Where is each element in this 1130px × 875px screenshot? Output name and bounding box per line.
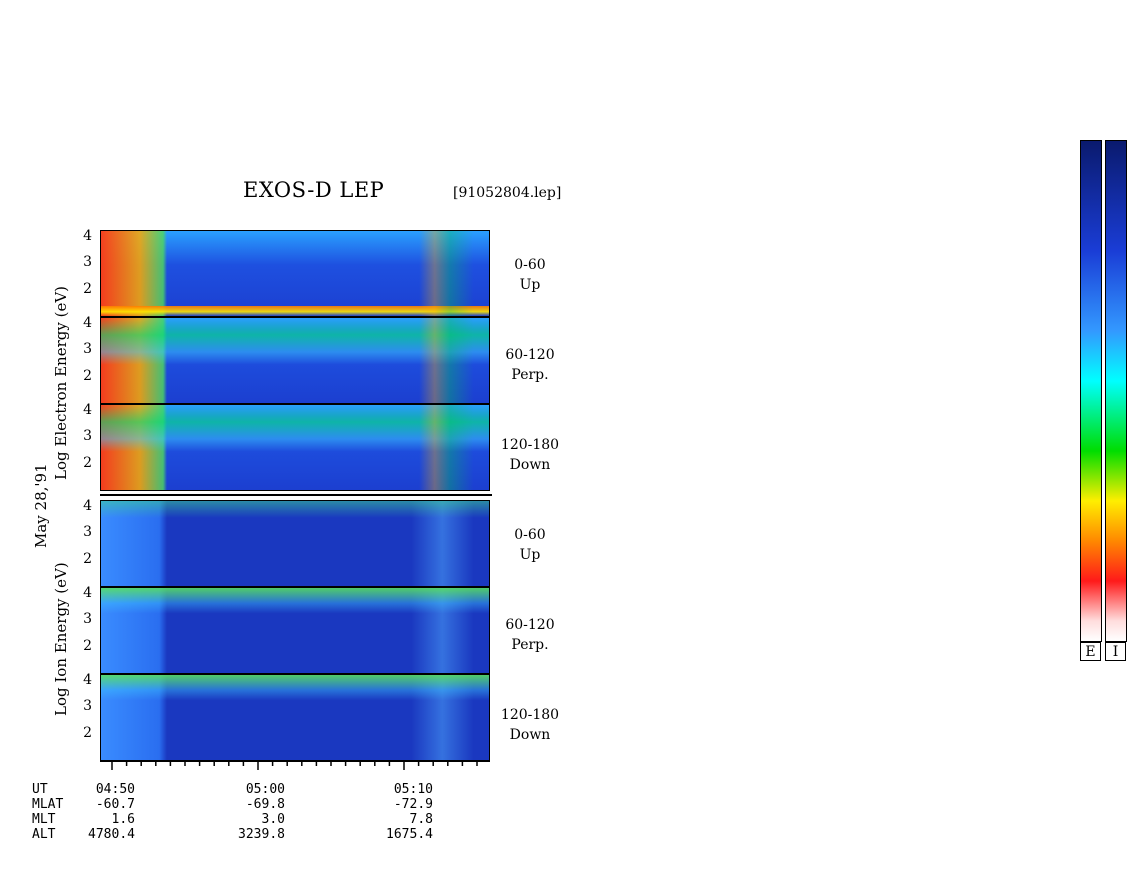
ion-spectrogram-1 — [100, 587, 490, 674]
colorbar-label-i: I — [1105, 642, 1126, 661]
ion-axis-label: Log Ion Energy (eV) — [52, 562, 70, 716]
electron-spectrogram-1 — [100, 317, 490, 404]
ion-spectrogram-0 — [100, 500, 490, 587]
panel-label: 120-180 Down — [500, 437, 560, 473]
panel-label: 0-60 Up — [514, 257, 546, 293]
energy-tick-label: 2 — [83, 551, 92, 567]
energy-tick-label: 2 — [83, 368, 92, 384]
energy-tick-label: 4 — [83, 315, 92, 331]
orbit-col-3: 05:10 -72.9 7.8 1675.4 — [386, 782, 433, 842]
energy-tick-label: 2 — [83, 455, 92, 471]
energy-tick-label: 4 — [83, 585, 92, 601]
energy-tick-label: 3 — [83, 698, 92, 714]
panel-label: 120-180 Down — [500, 707, 560, 743]
time-axis — [100, 760, 490, 770]
energy-tick-label: 3 — [83, 611, 92, 627]
energy-tick-label: 3 — [83, 341, 92, 357]
electron-spectrogram-2 — [100, 404, 490, 491]
energy-tick-label: 3 — [83, 254, 92, 270]
group-separator — [100, 494, 492, 496]
energy-tick-label: 3 — [83, 428, 92, 444]
energy-tick-label: 4 — [83, 498, 92, 514]
energy-tick-label: 4 — [83, 228, 92, 244]
file-name: [91052804.lep] — [453, 185, 562, 201]
electron-axis-label: Log Electron Energy (eV) — [52, 285, 70, 480]
date-label: May 28,'91 — [32, 463, 50, 548]
electron-spectrogram-0 — [100, 230, 490, 317]
energy-tick-label: 2 — [83, 638, 92, 654]
colorbar-label-e: E — [1080, 642, 1101, 661]
energy-tick-label: 4 — [83, 672, 92, 688]
electron-colorbar — [1080, 140, 1102, 642]
energy-tick-label: 3 — [83, 524, 92, 540]
ion-spectrogram-2 — [100, 674, 490, 761]
orbit-col-2: 05:00 -69.8 3.0 3239.8 — [238, 782, 285, 842]
panel-label: 60-120 Perp. — [505, 617, 555, 653]
energy-tick-label: 4 — [83, 402, 92, 418]
energy-tick-label: 2 — [83, 281, 92, 297]
ion-colorbar — [1105, 140, 1127, 642]
chart-title: EXOS-D LEP — [243, 178, 385, 202]
orbit-col-1: 04:50 -60.7 1.6 4780.4 — [88, 782, 135, 842]
orbit-row-labels: UT MLAT MLT ALT — [32, 782, 64, 842]
panel-label: 0-60 Up — [514, 527, 546, 563]
energy-tick-label: 2 — [83, 725, 92, 741]
panel-label: 60-120 Perp. — [505, 347, 555, 383]
